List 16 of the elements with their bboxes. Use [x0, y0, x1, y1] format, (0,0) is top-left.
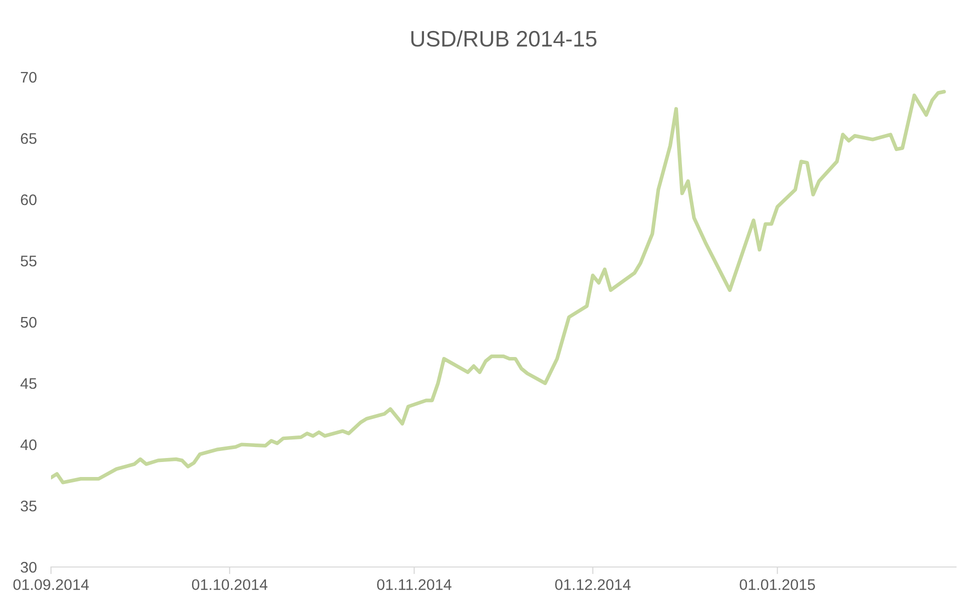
y-tick-label: 45 — [20, 378, 36, 389]
y-tick-label: 50 — [20, 316, 37, 328]
line-series — [51, 90, 946, 484]
y-tick-label: 70 — [20, 72, 37, 83]
x-tick-label: 01.11.2014 — [377, 579, 452, 590]
y-tick-label: 30 — [20, 562, 37, 573]
y-tick-label: 65 — [20, 133, 36, 144]
x-tick-label: 01.10.2014 — [192, 579, 268, 590]
x-tick-label: 01.12.2014 — [555, 579, 631, 590]
x-tick-label: 01.01.2015 — [740, 579, 815, 590]
x-tick-label: 01.09.2014 — [13, 579, 89, 590]
chart-title: USD/RUB 2014-15 — [411, 30, 596, 47]
y-tick-label: 60 — [20, 194, 37, 206]
y-tick-label: 55 — [20, 256, 36, 266]
y-tick-label: 35 — [20, 500, 36, 512]
y-tick-label: 40 — [20, 439, 37, 450]
